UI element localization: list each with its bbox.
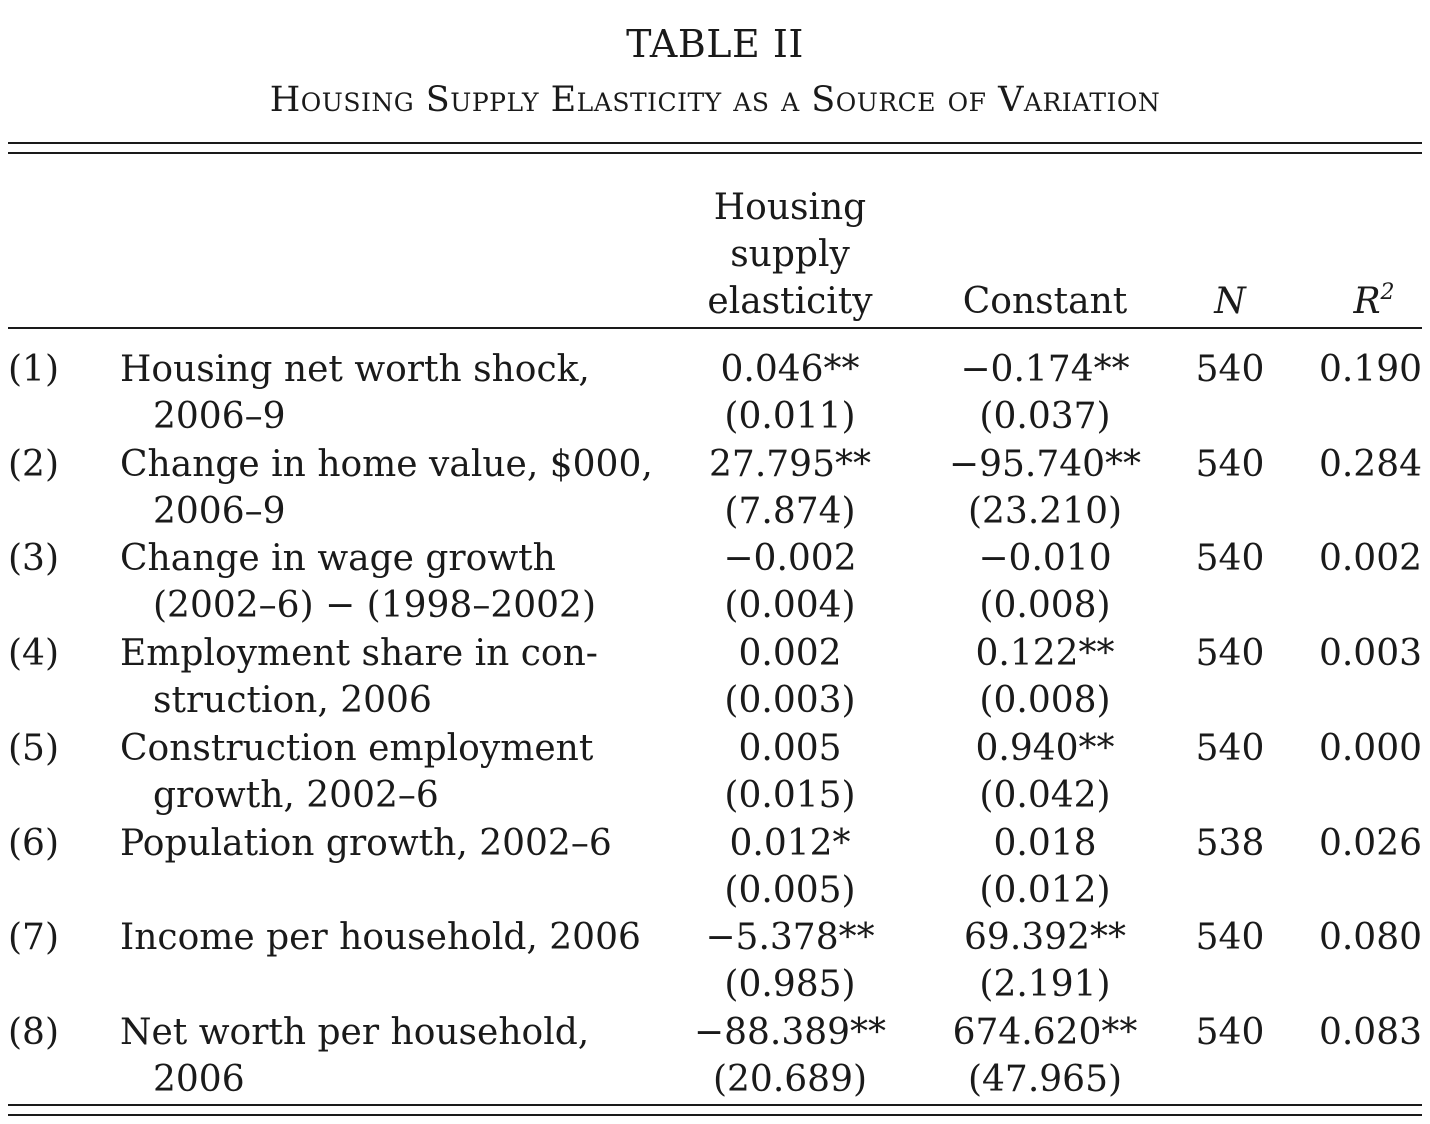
row-label-continued: growth, 2002–6: [153, 775, 439, 816]
row-number: (6): [8, 823, 59, 864]
elasticity-standard-error: (7.874): [724, 491, 856, 532]
elasticity-standard-error: (0.005): [724, 870, 856, 911]
constant-standard-error: (0.037): [979, 396, 1111, 437]
constant-coefficient: 674.620**: [952, 1012, 1138, 1053]
elasticity-coefficient: 27.795**: [709, 444, 871, 485]
elasticity-standard-error: (0.011): [724, 396, 856, 437]
constant-standard-error: (0.008): [979, 680, 1111, 721]
elasticity-coefficient: 0.002: [738, 633, 842, 674]
elasticity-coefficient: 0.046**: [720, 349, 860, 390]
elasticity-standard-error: (0.004): [724, 585, 856, 626]
constant-standard-error: (0.042): [979, 775, 1111, 816]
constant-standard-error: (0.008): [979, 585, 1111, 626]
constant-standard-error: (23.210): [967, 491, 1123, 532]
row-label-continued: 2006: [153, 1059, 245, 1100]
elasticity-standard-error: (20.689): [712, 1059, 868, 1100]
row-number: (8): [8, 1012, 59, 1053]
header-elasticity-line2: supply: [730, 234, 850, 275]
row-label: Income per household, 2006: [120, 917, 641, 958]
elasticity-coefficient: −5.378**: [705, 917, 875, 958]
header-elasticity-line3: elasticity: [707, 281, 873, 322]
r-squared: 0.000: [1318, 728, 1422, 769]
row-label: Net worth per household,: [120, 1012, 590, 1053]
constant-standard-error: (0.012): [979, 870, 1111, 911]
constant-coefficient: 0.018: [993, 823, 1097, 864]
row-label-continued: 2006–9: [153, 491, 286, 532]
row-label: Change in wage growth: [120, 538, 556, 579]
table-subtitle: Housing Supply Elasticity as a Source of…: [269, 80, 1161, 120]
row-label: Employment share in con-: [120, 633, 598, 674]
header-r2-sup: 2: [1380, 280, 1395, 305]
bottom-rule-2: [8, 1114, 1422, 1116]
header-r2-base: R: [1353, 281, 1381, 322]
observations-count: 540: [1195, 1012, 1265, 1053]
constant-coefficient: 69.392**: [964, 917, 1126, 958]
top-rule-1: [8, 142, 1422, 144]
row-label: Construction employment: [120, 728, 594, 769]
constant-coefficient: −95.740**: [948, 444, 1142, 485]
r-squared: 0.003: [1318, 633, 1422, 674]
elasticity-standard-error: (0.003): [724, 680, 856, 721]
r-squared: 0.083: [1318, 1012, 1422, 1053]
top-rule-2: [8, 152, 1422, 154]
observations-count: 538: [1195, 823, 1265, 864]
elasticity-standard-error: (0.015): [724, 775, 856, 816]
r-squared: 0.002: [1318, 538, 1422, 579]
row-label: Housing net worth shock,: [120, 349, 590, 390]
row-number: (4): [8, 633, 59, 674]
row-number: (2): [8, 444, 59, 485]
observations-count: 540: [1195, 633, 1265, 674]
constant-coefficient: −0.174**: [960, 349, 1130, 390]
observations-count: 540: [1195, 917, 1265, 958]
r-squared: 0.026: [1318, 823, 1422, 864]
table-title: TABLE II: [626, 22, 804, 66]
constant-coefficient: 0.940**: [975, 728, 1115, 769]
header-constant: Constant: [962, 281, 1128, 322]
header-rule: [8, 327, 1422, 329]
bottom-rule-1: [8, 1104, 1422, 1106]
header-elasticity-line1: Housing: [713, 187, 867, 228]
observations-count: 540: [1195, 538, 1265, 579]
constant-coefficient: −0.010: [978, 538, 1112, 579]
header-r2: R2: [1300, 278, 1430, 325]
constant-coefficient: 0.122**: [975, 633, 1115, 674]
row-number: (5): [8, 728, 59, 769]
elasticity-standard-error: (0.985): [724, 964, 856, 1005]
row-label: Change in home value, $000,: [120, 444, 653, 485]
row-label: Population growth, 2002–6: [120, 823, 612, 864]
row-label-continued: struction, 2006: [153, 680, 432, 721]
row-number: (1): [8, 349, 59, 390]
header-n: N: [1214, 281, 1246, 322]
header-elasticity: Housing supply elasticity: [680, 184, 900, 325]
observations-count: 540: [1195, 444, 1265, 485]
observations-count: 540: [1195, 728, 1265, 769]
constant-standard-error: (47.965): [967, 1059, 1123, 1100]
elasticity-coefficient: −88.389**: [693, 1012, 887, 1053]
row-label-continued: (2002–6) − (1998–2002): [153, 585, 596, 626]
observations-count: 540: [1195, 349, 1265, 390]
row-number: (3): [8, 538, 59, 579]
r-squared: 0.190: [1318, 349, 1422, 390]
elasticity-coefficient: 0.005: [738, 728, 842, 769]
row-number: (7): [8, 917, 59, 958]
row-label-continued: 2006–9: [153, 396, 286, 437]
elasticity-coefficient: 0.012*: [729, 823, 851, 864]
elasticity-coefficient: −0.002: [723, 538, 857, 579]
constant-standard-error: (2.191): [979, 964, 1111, 1005]
r-squared: 0.080: [1318, 917, 1422, 958]
r-squared: 0.284: [1318, 444, 1422, 485]
